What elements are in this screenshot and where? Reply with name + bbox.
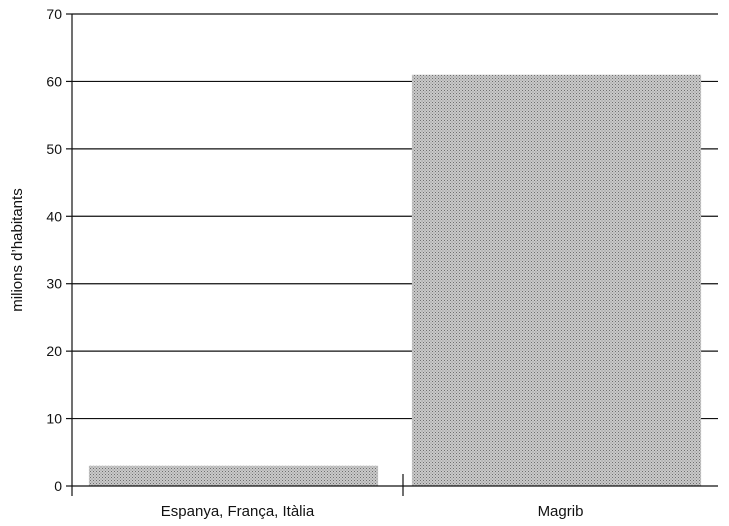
y-tick-label: 10: [46, 411, 62, 427]
bar: [411, 74, 702, 486]
y-tick-label: 30: [46, 276, 62, 292]
y-axis-title: milions d’habitants: [9, 188, 26, 311]
bars: [88, 74, 702, 486]
category-labels: Espanya, França, Itàlia Magrib: [161, 503, 584, 520]
y-tick-label: 70: [46, 6, 62, 22]
gridlines: [72, 13, 718, 420]
category-label: Espanya, França, Itàlia: [161, 503, 315, 520]
y-tick-label: 0: [54, 478, 62, 494]
y-tick-label: 20: [46, 343, 62, 359]
bar: [88, 465, 379, 486]
y-tick-label: 60: [46, 73, 62, 89]
axes: [66, 13, 718, 496]
y-tick-label: 40: [46, 208, 62, 224]
category-label: Magrib: [538, 503, 584, 520]
y-tick-labels: 0 10 20 30 40 50 60 70: [46, 6, 62, 494]
y-tick-label: 50: [46, 141, 62, 157]
